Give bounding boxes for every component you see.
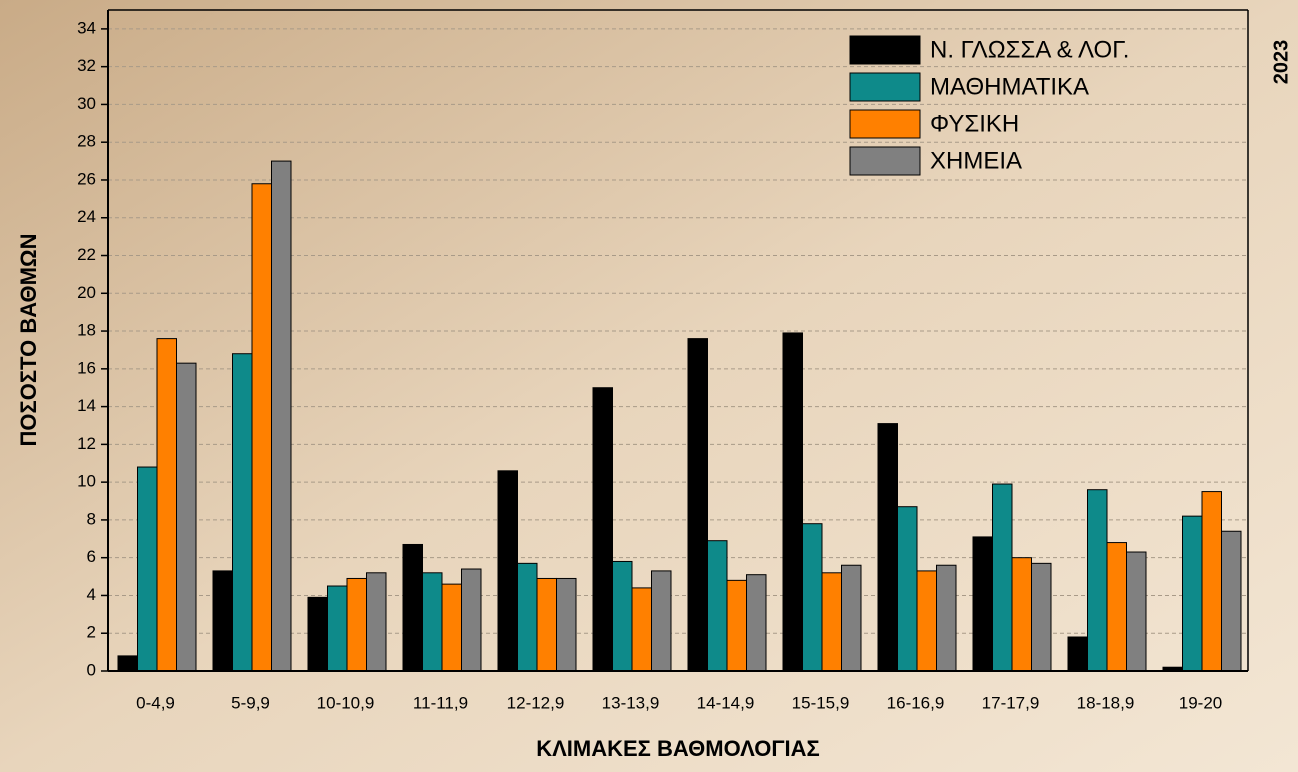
bar — [822, 573, 842, 671]
y-tick-label: 16 — [77, 358, 96, 377]
bar — [157, 339, 177, 671]
bar — [727, 580, 747, 671]
bar — [917, 571, 937, 671]
x-tick-label: 14-14,9 — [697, 693, 755, 712]
bar — [1222, 531, 1242, 671]
x-tick-label: 12-12,9 — [507, 693, 565, 712]
y-tick-label: 22 — [77, 245, 96, 264]
y-tick-label: 20 — [77, 283, 96, 302]
bar — [898, 507, 918, 671]
bar — [652, 571, 672, 671]
x-tick-label: 0-4,9 — [136, 693, 175, 712]
y-axis-title: ΠΟΣΟΣΤΟ ΒΑΘΜΩΝ — [16, 234, 41, 447]
y-tick-label: 8 — [87, 509, 96, 528]
y-tick-label: 4 — [87, 585, 96, 604]
bar — [593, 388, 613, 671]
bar — [213, 571, 233, 671]
y-tick-label: 12 — [77, 434, 96, 453]
x-tick-label: 10-10,9 — [317, 693, 375, 712]
legend-label: ΧΗΜΕΙΑ — [930, 147, 1022, 174]
y-tick-label: 28 — [77, 132, 96, 151]
y-tick-label: 34 — [77, 18, 96, 37]
x-tick-label: 11-11,9 — [413, 693, 468, 712]
y-tick-label: 6 — [87, 547, 96, 566]
bar — [783, 333, 803, 671]
y-tick-label: 0 — [87, 660, 96, 679]
bar — [498, 471, 518, 671]
bar — [747, 575, 767, 671]
x-tick-label: 18-18,9 — [1077, 693, 1135, 712]
bar — [177, 363, 197, 671]
annotation: 2023 — [1270, 40, 1292, 85]
bar — [613, 561, 633, 671]
bar — [462, 569, 482, 671]
bar — [423, 573, 443, 671]
bar — [937, 565, 957, 671]
bar — [557, 578, 577, 671]
bar — [1012, 558, 1032, 671]
bar — [1202, 492, 1222, 671]
chart: ΚΛΙΜΑΚΕΣ ΒΑΘΜΟΛΟΓΙΑΣ ΠΟΣΟΣΤΟ ΒΑΘΜΩΝ 2023… — [0, 0, 1298, 772]
bar — [347, 578, 367, 671]
legend-label: ΜΑΘΗΜΑΤΙΚΑ — [930, 73, 1089, 100]
x-tick-label: 17-17,9 — [982, 693, 1040, 712]
bar — [1032, 563, 1052, 671]
y-tick-label: 24 — [77, 207, 96, 226]
y-tick-label: 30 — [77, 94, 96, 113]
legend-swatch — [850, 110, 920, 138]
bar — [403, 544, 423, 671]
bar — [1068, 637, 1088, 671]
bar — [252, 184, 272, 671]
legend-swatch — [850, 36, 920, 64]
bar — [993, 484, 1013, 671]
bar — [632, 588, 652, 671]
bar — [138, 467, 158, 671]
bar — [842, 565, 862, 671]
bar — [328, 586, 348, 671]
bar — [308, 597, 328, 671]
bar — [1183, 516, 1203, 671]
bar — [708, 541, 728, 671]
x-tick-label: 19-20 — [1179, 693, 1222, 712]
bar — [803, 524, 823, 671]
bar — [118, 656, 138, 671]
bar — [537, 578, 557, 671]
y-tick-label: 2 — [87, 623, 96, 642]
bar — [518, 563, 538, 671]
bar — [688, 339, 708, 671]
y-tick-label: 32 — [77, 56, 96, 75]
bar — [878, 424, 898, 671]
page: {"chart_data": {"type": "bar", "annotati… — [0, 0, 1298, 772]
x-tick-label: 16-16,9 — [887, 693, 945, 712]
bar — [272, 161, 292, 671]
y-tick-label: 10 — [77, 472, 96, 491]
bar — [1107, 543, 1127, 671]
legend-swatch — [850, 73, 920, 101]
x-axis-title: ΚΛΙΜΑΚΕΣ ΒΑΘΜΟΛΟΓΙΑΣ — [536, 736, 820, 761]
bar — [442, 584, 462, 671]
y-tick-label: 14 — [77, 396, 96, 415]
y-tick-label: 26 — [77, 169, 96, 188]
bar — [367, 573, 387, 671]
y-tick-label: 18 — [77, 321, 96, 340]
x-tick-label: 13-13,9 — [602, 693, 660, 712]
bar — [1127, 552, 1147, 671]
legend-label: ΦΥΣΙΚΗ — [930, 110, 1019, 137]
bar — [1088, 490, 1108, 671]
x-tick-label: 15-15,9 — [792, 693, 850, 712]
bar — [973, 537, 993, 671]
bar — [233, 354, 253, 671]
legend-label: Ν. ΓΛΩΣΣΑ & ΛΟΓ. — [930, 36, 1129, 63]
x-tick-label: 5-9,9 — [231, 693, 270, 712]
legend-swatch — [850, 147, 920, 175]
